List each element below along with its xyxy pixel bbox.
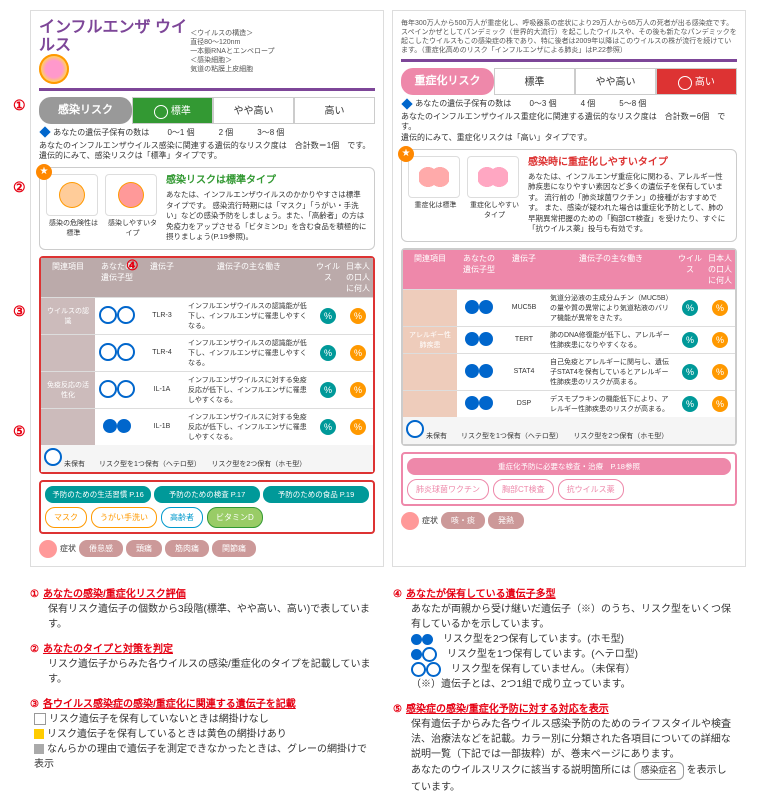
- pill-elder: 高齢者: [161, 507, 203, 528]
- type-box: ★ 感染の危険性は標準 感染しやすいタイプ 感染リスクは標準タイプ あなたは、イ…: [39, 167, 375, 250]
- pill-vitd: ビタミンD: [207, 507, 263, 528]
- prev-tab-3: 予防のための食品 P.19: [263, 486, 369, 503]
- star-icon: ★: [398, 146, 414, 162]
- prevention-box: 予防のための生活習慣 P.16 予防のための検査 P.17 予防のための食品 P…: [39, 480, 375, 534]
- diamond-icon: [401, 98, 412, 109]
- severity-risk-row: 重症化リスク 標準 やや高い 高い: [401, 68, 737, 94]
- gene-row: DSP デスモプラキンの機能低下により、アレルギー性肺疾患のリスクが高まる。 %…: [403, 390, 735, 417]
- gene-table-r: 関連項目 あなたの遺伝子型 遺伝子 遺伝子の主な働き ウイルス 日本人の口人に何…: [401, 248, 737, 446]
- pill-mask: マスク: [45, 507, 87, 528]
- legend: ①あなたの感染/重症化リスク評価 保有リスク遺伝子の個数から3段階(標準、やや高…: [0, 577, 766, 805]
- prev-tab-2: 予防のための検査 P.17: [154, 486, 260, 503]
- type-body-r: あなたは、インフルエンザ重症化に関わる、アレルギー性肺疾患になりやすい素因など多…: [528, 172, 730, 235]
- marker-4: ④: [126, 257, 139, 274]
- risk-summary-r: あなたのインフルエンザウイルス重症化に関連する遺伝的なリスク度は 合計数＝6個 …: [401, 112, 737, 143]
- gear-full-icon: [411, 634, 422, 645]
- right-page: 毎年300万人から500万人が重症化し、呼吸器系の症状により29万人から65万人…: [392, 10, 746, 567]
- disease-name-badge: 感染症名: [634, 762, 684, 780]
- square-gray-icon: [34, 744, 44, 754]
- square-yellow-icon: [34, 729, 44, 739]
- diamond-icon: [39, 127, 50, 138]
- virus-title: インフルエンザ ウイルス: [39, 19, 190, 54]
- square-white-icon: [34, 713, 46, 725]
- risk-seg-mid: やや高い: [213, 97, 294, 123]
- infection-risk-label: 感染リスク: [39, 97, 132, 123]
- marker-2: ②: [13, 179, 26, 196]
- gear-half-icon: [411, 649, 422, 660]
- virus-meta: ＜ウイルスの構造＞ 直径80〜120nm 一本鎖RNAとエンベロープ ＜感染細胞…: [190, 29, 375, 74]
- table-footer: 未保有 リスク型を1つ保有（ヘテロ型） リスク型を2つ保有（ホモ型）: [41, 445, 373, 472]
- gene-row: STAT4 自己免疫とアレルギーに関与し、遺伝子STAT4を保有しているとアレル…: [403, 353, 735, 390]
- pill-wash: うがい手洗い: [91, 507, 157, 528]
- symptom-icon: [39, 540, 57, 558]
- type-img-high: 感染しやすいタイプ: [105, 174, 160, 243]
- symptom-icon: [401, 512, 419, 530]
- gene-count-row: あなたの遺伝子保有の数は 0〜1 個 2 個 3〜8 個: [39, 127, 375, 138]
- marker-3: ③: [13, 303, 26, 320]
- risk-seg-high: 高い: [294, 97, 375, 123]
- header-r: 毎年300万人から500万人が重症化し、呼吸器系の症状により29万人から65万人…: [401, 19, 737, 62]
- gene-row: ウイルスの認識 TLR-3 インフルエンザウイルスの認識能が低下し、インフルエン…: [41, 297, 373, 334]
- type-body: あなたは、インフルエンザウイルスのかかりやすさは標準タイプです。 感染流行時期に…: [166, 190, 368, 243]
- symptom-row: 症状 倦怠感 頭痛 筋肉痛 関節痛: [39, 540, 375, 558]
- prev-tab-1: 予防のための生活習慣 P.16: [45, 486, 151, 503]
- symptom-row-r: 症状 咳・痰 発熱: [401, 512, 737, 530]
- gene-row: TLR-4 インフルエンザウイルスの認識能が低下し、インフルエンザに罹患しやすく…: [41, 334, 373, 371]
- risk-seg-high: 高い: [656, 68, 737, 94]
- gear-empty-icon: [411, 662, 426, 677]
- gene-row: MUC5B 気道分泌液の主成分ムチン（MUC5B）の量や質の異常により気道粘液の…: [403, 289, 735, 326]
- risk-summary: あなたのインフルエンザウイルス感染に関連する遺伝的なリスク度は 合計数＝1個 で…: [39, 141, 375, 162]
- virus-icon: [39, 54, 69, 84]
- gene-row: IL-1B インフルエンザウイルスに対する免疫反応が低下し、インフルエンザに罹患…: [41, 408, 373, 445]
- severity-risk-label: 重症化リスク: [401, 68, 494, 94]
- gene-table: 関連項目 あなたの遺伝子型 遺伝子 遺伝子の主な働き ウイルス 日本人の口人に何…: [39, 256, 375, 474]
- left-page: ① ② ③ ④ ⑤ インフルエンザ ウイルス ＜ウイルスの構造＞ 直径80〜12…: [30, 10, 384, 567]
- marker-5: ⑤: [13, 423, 26, 440]
- type-img-std: 感染の危険性は標準: [46, 174, 101, 243]
- type-title-r: 感染時に重症化しやすいタイプ: [528, 156, 730, 170]
- risk-seg-std: 標準: [132, 97, 213, 123]
- prevention-box-r: 重症化予防に必要な検査・治療 P.18参照 肺炎球菌ワクチン 胸部CT検査 抗ウ…: [401, 452, 737, 506]
- report-pages: ① ② ③ ④ ⑤ インフルエンザ ウイルス ＜ウイルスの構造＞ 直径80〜12…: [0, 0, 766, 577]
- gene-row: アレルギー性肺疾患 TERT 肺のDNA修復能が低下し、アレルギー性肺疾患になり…: [403, 326, 735, 353]
- type-title: 感染リスクは標準タイプ: [166, 174, 368, 188]
- type-box-r: ★ 重症化は標準 重症化しやすいタイプ 感染時に重症化しやすいタイプ あなたは、…: [401, 149, 737, 242]
- prev-tab-r: 重症化予防に必要な検査・治療 P.18参照: [407, 458, 731, 475]
- gene-row: 免疫反応の活性化 IL-1A インフルエンザウイルスに対する免疫反応が低下し、イ…: [41, 371, 373, 408]
- infection-risk-row: 感染リスク 標準 やや高い 高い: [39, 97, 375, 123]
- header: インフルエンザ ウイルス ＜ウイルスの構造＞ 直径80〜120nm 一本鎖RNA…: [39, 19, 375, 91]
- marker-1: ①: [13, 97, 26, 114]
- header-body: 毎年300万人から500万人が重症化し、呼吸器系の症状により29万人から65万人…: [401, 19, 737, 55]
